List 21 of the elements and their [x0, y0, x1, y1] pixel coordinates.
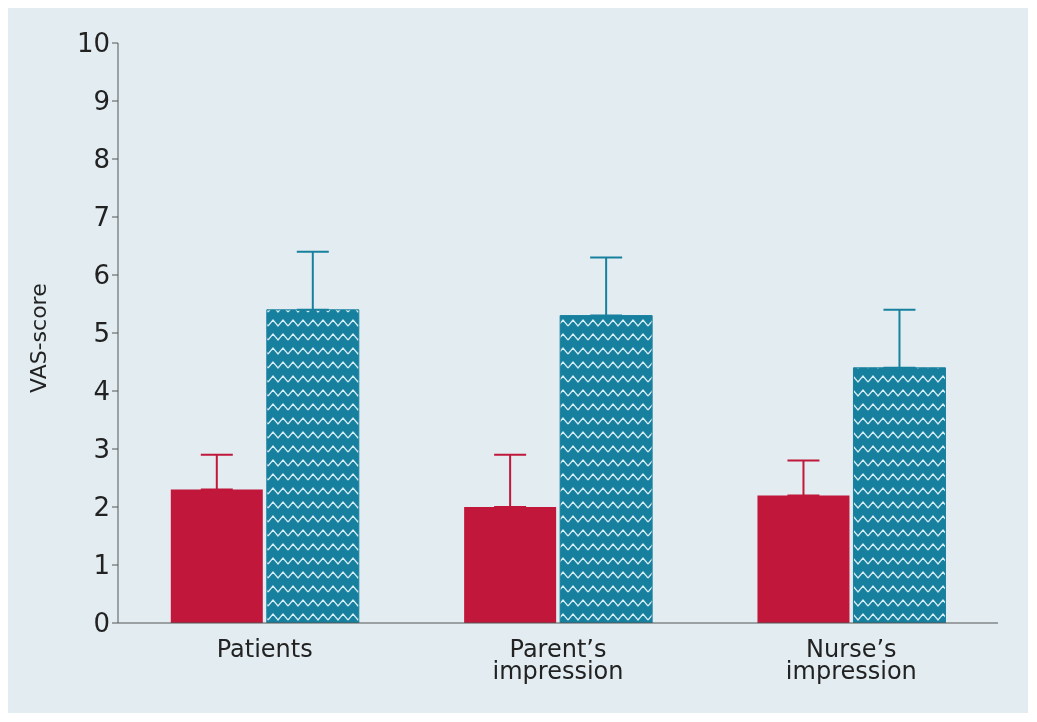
y-tick-label: 4 [93, 376, 110, 407]
y-tick-label: 5 [93, 318, 110, 349]
bar [559, 315, 653, 623]
y-tick-label: 10 [76, 28, 110, 59]
y-tick-label: 6 [93, 260, 110, 291]
y-tick-label: 1 [93, 550, 110, 581]
bar [757, 495, 850, 623]
y-axis-title: VAS-score [25, 283, 51, 393]
bar [852, 367, 946, 623]
bar [266, 309, 360, 623]
y-tick-label: 0 [93, 608, 110, 639]
y-tick-label: 8 [93, 144, 110, 175]
x-tick-label: Nurse’s impression [785, 634, 917, 686]
y-tick-label: 3 [93, 434, 110, 465]
x-tick-label: Parent’s impression [492, 634, 624, 686]
y-tick-label: 2 [93, 492, 110, 523]
x-tick-label: Patients [216, 634, 313, 663]
bar [464, 507, 557, 623]
y-tick-label: 7 [93, 202, 110, 233]
y-tick-label: 9 [93, 86, 110, 117]
bar [170, 489, 263, 623]
